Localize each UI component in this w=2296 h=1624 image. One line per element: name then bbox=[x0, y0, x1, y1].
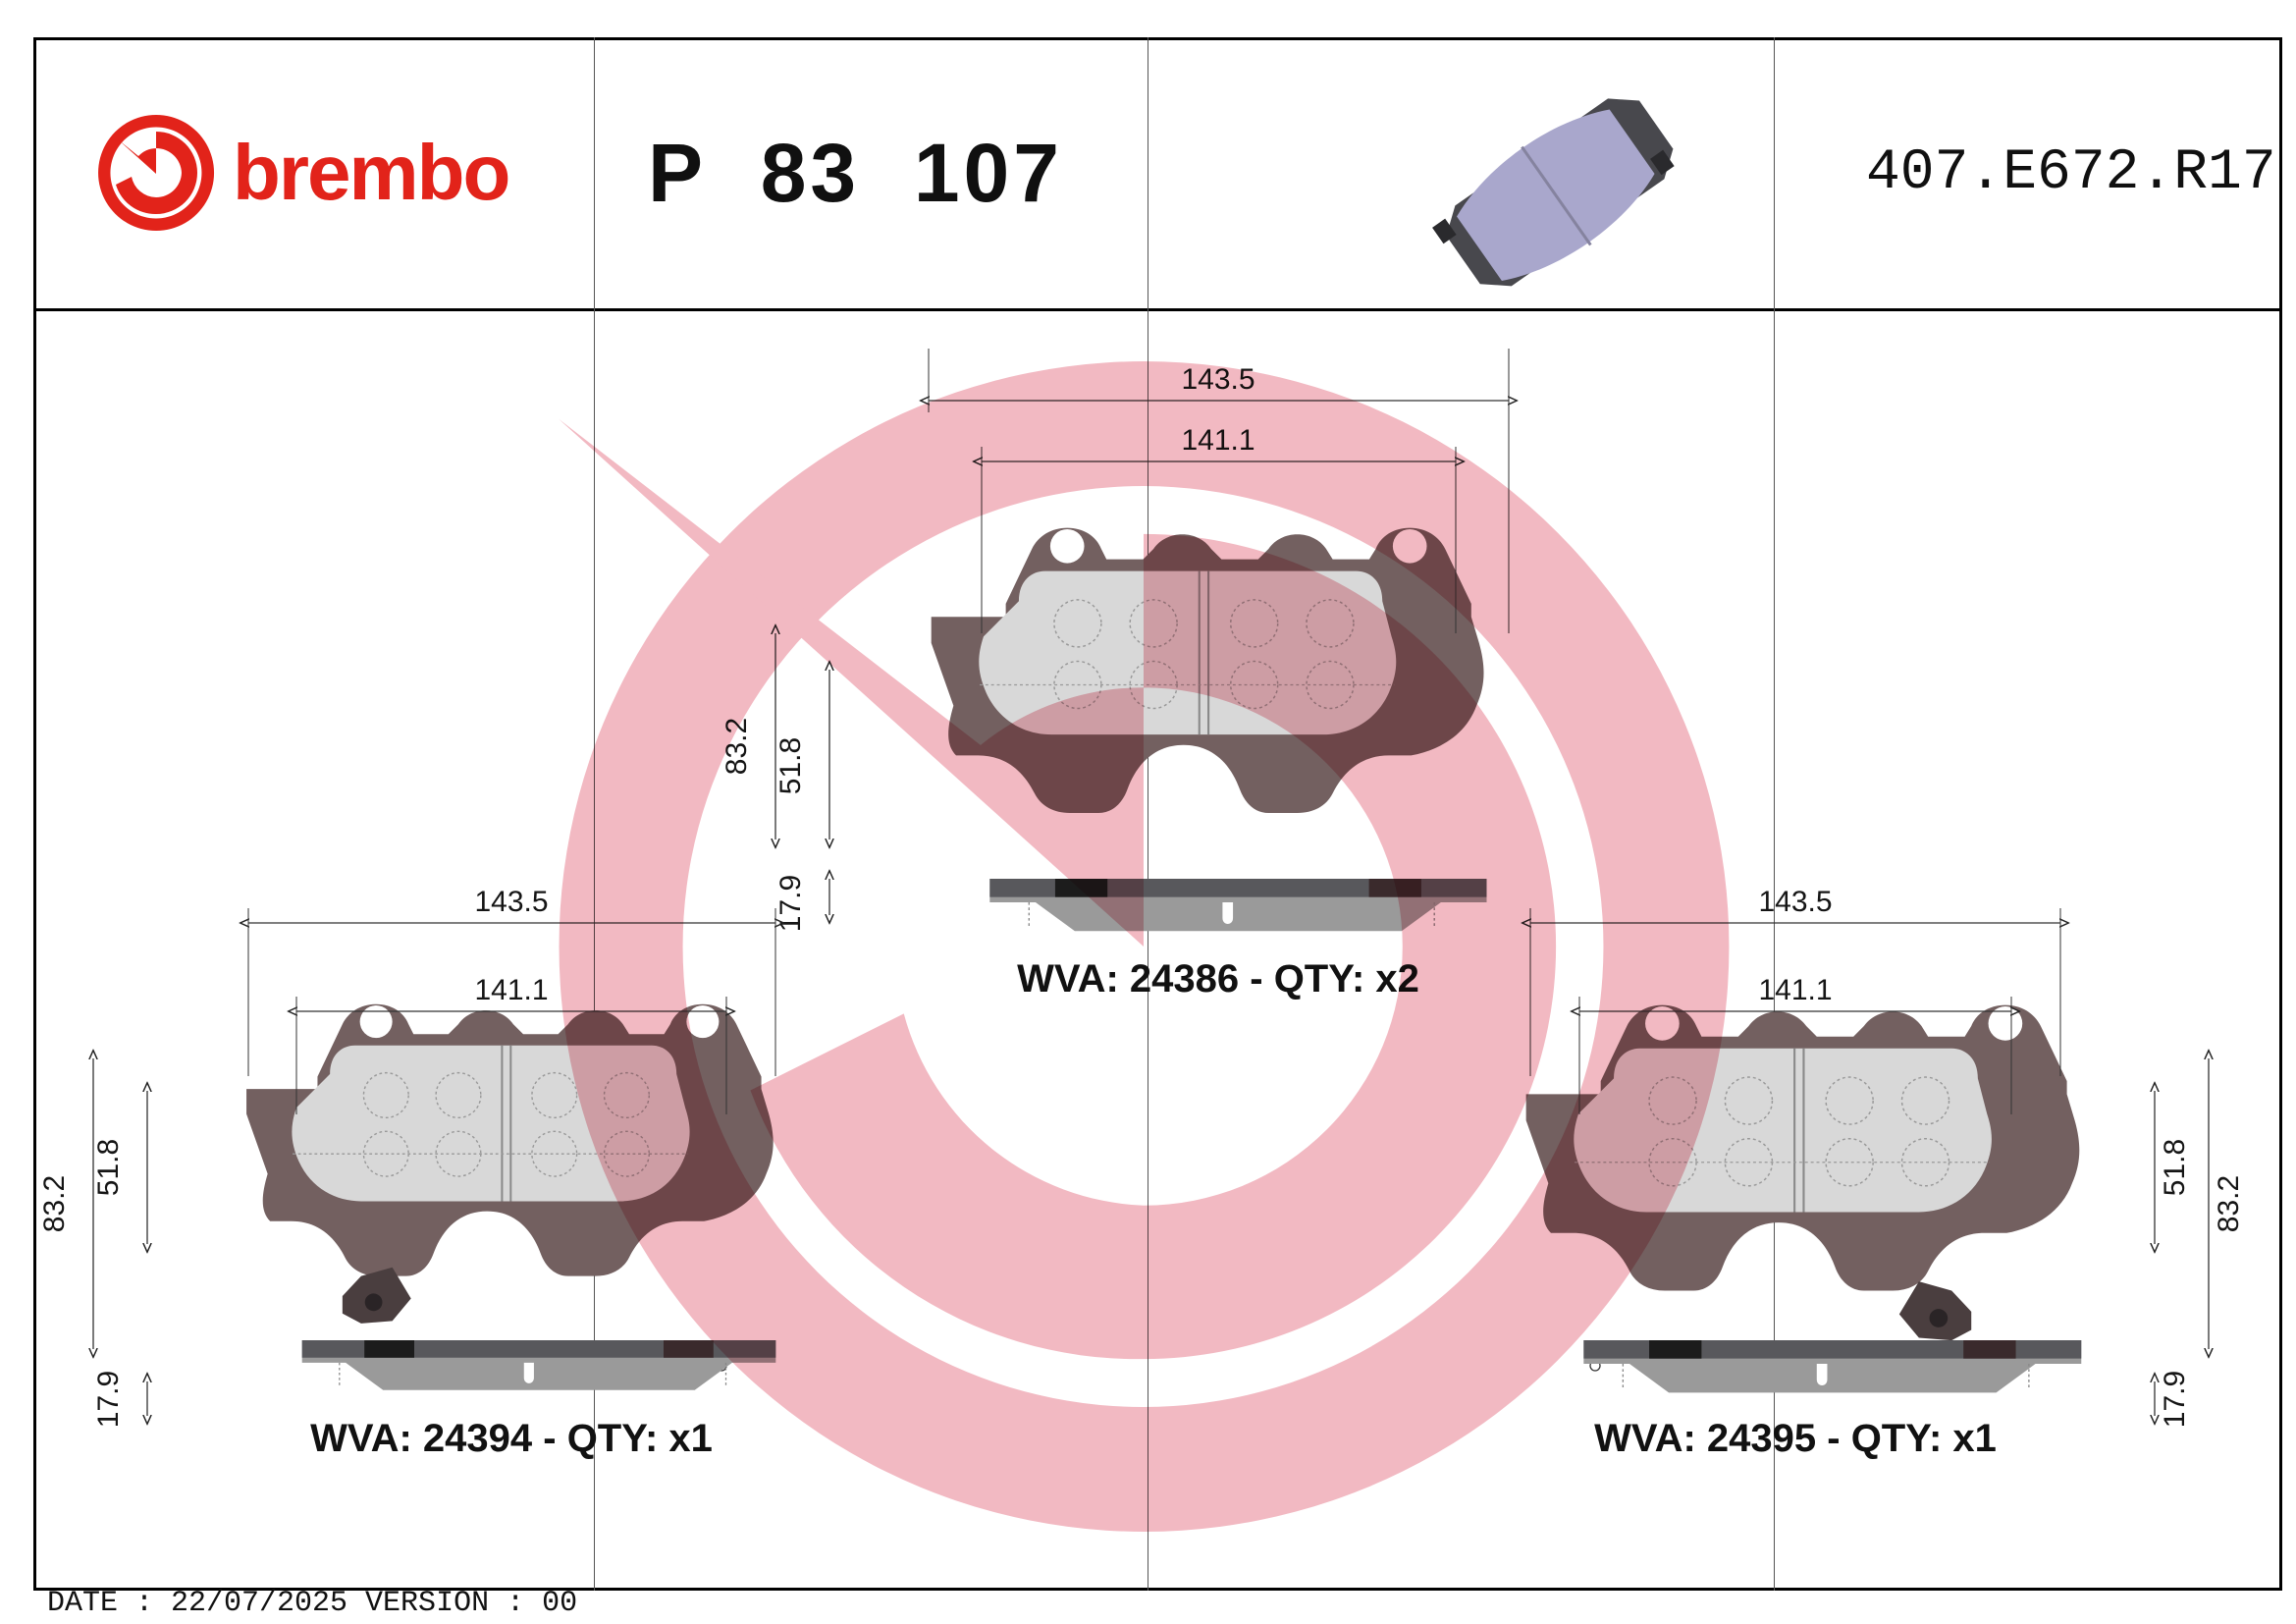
svg-text:DATE : 22/07/2025 VERSION : 00: DATE : 22/07/2025 VERSION : 00 bbox=[47, 1587, 577, 1620]
svg-text:143.5: 143.5 bbox=[474, 886, 548, 918]
svg-text:51.8: 51.8 bbox=[2159, 1139, 2191, 1196]
svg-text:51.8: 51.8 bbox=[774, 737, 807, 794]
svg-text:17.9: 17.9 bbox=[92, 1371, 125, 1428]
svg-text:WVA: 24395 - QTY: x1: WVA: 24395 - QTY: x1 bbox=[1594, 1417, 1997, 1460]
svg-text:WVA: 24386 - QTY: x2: WVA: 24386 - QTY: x2 bbox=[1017, 957, 1419, 1001]
svg-text:83.2: 83.2 bbox=[38, 1175, 71, 1232]
svg-text:WVA: 24394 - QTY: x1: WVA: 24394 - QTY: x1 bbox=[310, 1417, 713, 1460]
svg-text:143.5: 143.5 bbox=[1758, 886, 1832, 918]
svg-text:51.8: 51.8 bbox=[92, 1139, 125, 1196]
svg-text:141.1: 141.1 bbox=[474, 974, 548, 1006]
svg-text:17.9: 17.9 bbox=[774, 875, 807, 932]
svg-text:83.2: 83.2 bbox=[2213, 1175, 2245, 1232]
svg-text:17.9: 17.9 bbox=[2159, 1371, 2191, 1428]
svg-text:141.1: 141.1 bbox=[1758, 974, 1832, 1006]
